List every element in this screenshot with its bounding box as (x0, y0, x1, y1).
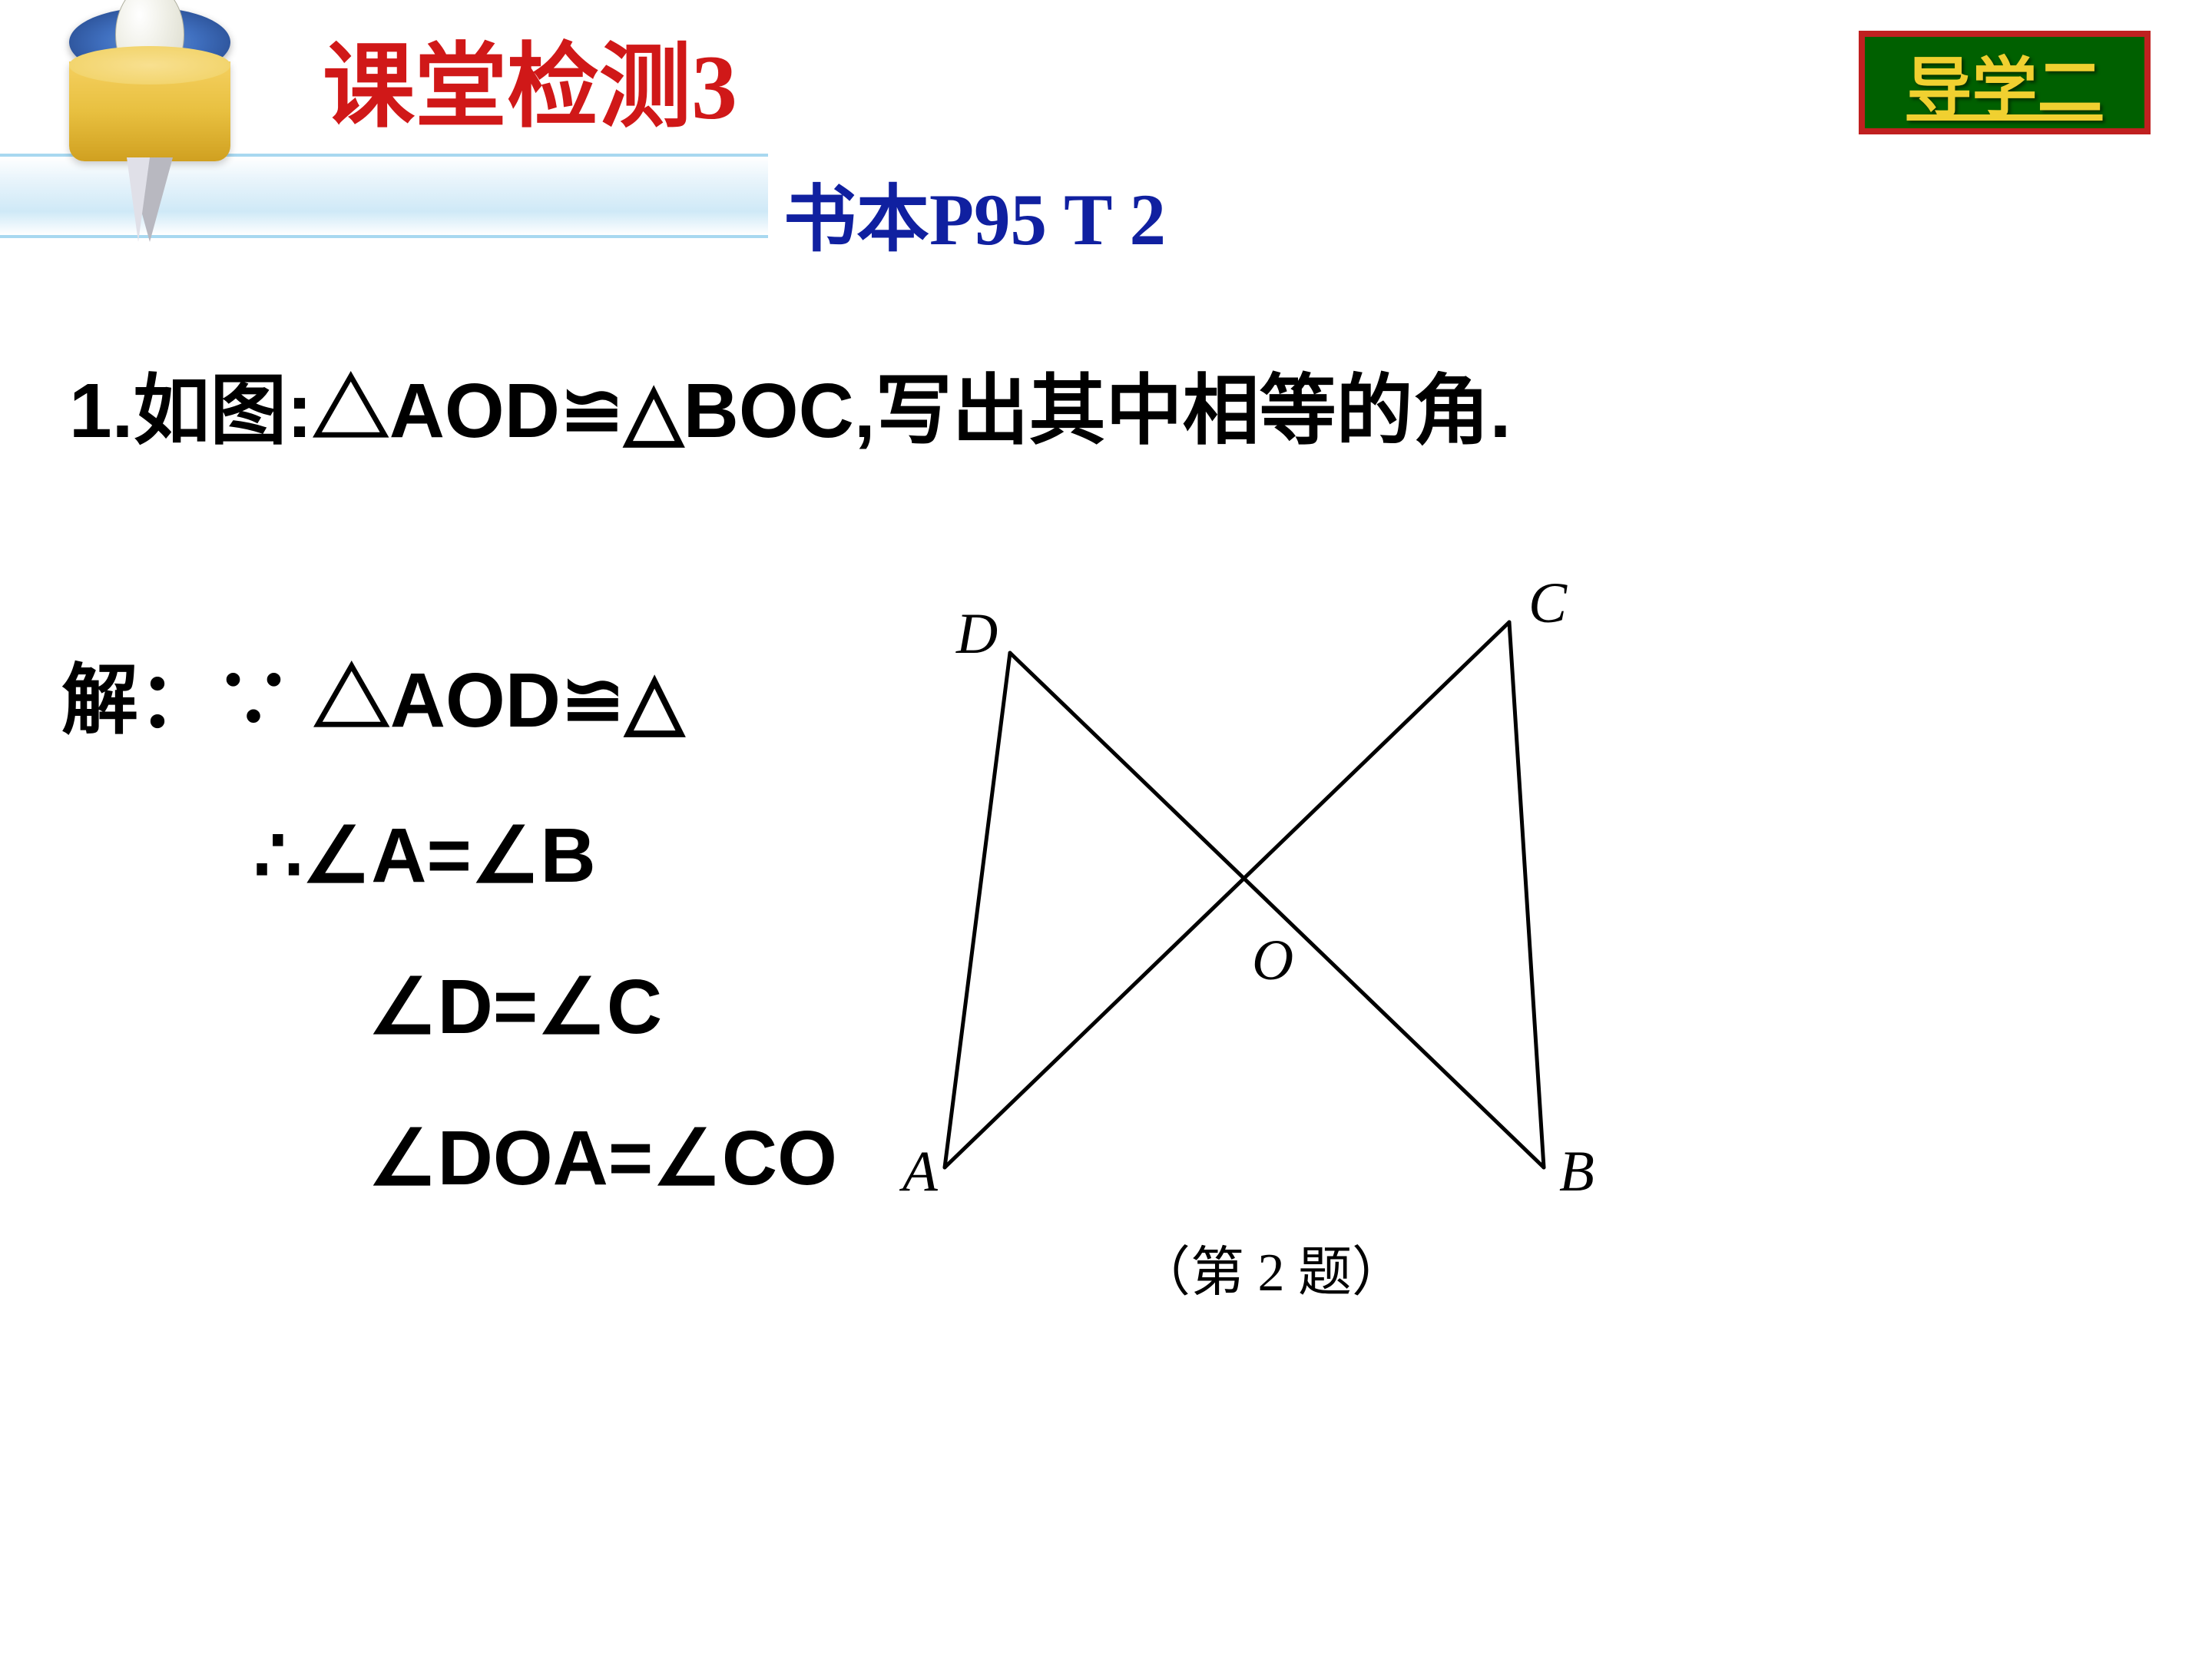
svg-text:A: A (899, 1140, 939, 1204)
svg-text:（第 2 题）: （第 2 题） (1137, 1243, 1406, 1303)
solution-line-4: ∠DOA=∠CO (61, 1113, 837, 1203)
slide-title: 课堂检测3 (323, 12, 737, 145)
solution-line-1: 解：∵ △AOD≌△ (61, 637, 837, 749)
solution-line-2: ∴∠A=∠B (61, 810, 837, 900)
subtitle: 书本P95 T 2 (783, 173, 1321, 268)
nav-badge[interactable]: 导学二 (1859, 31, 2151, 134)
svg-text:D: D (955, 602, 998, 666)
svg-text:B: B (1559, 1140, 1594, 1204)
pushpin-icon (46, 0, 269, 253)
solution-block: 解：∵ △AOD≌△ ∴∠A=∠B ∠D=∠C ∠DOA=∠CO (61, 637, 837, 1264)
problem-statement: 1.如图:△AOD≌△BOC,写出其中相等的角. (69, 357, 1511, 465)
solution-line-3: ∠D=∠C (61, 962, 837, 1051)
svg-text:O: O (1252, 929, 1293, 992)
nav-badge-label: 导学二 (1906, 35, 2102, 130)
geometry-figure: A B C D O （第 2 题） (853, 553, 1697, 1398)
svg-text:C: C (1528, 571, 1568, 635)
